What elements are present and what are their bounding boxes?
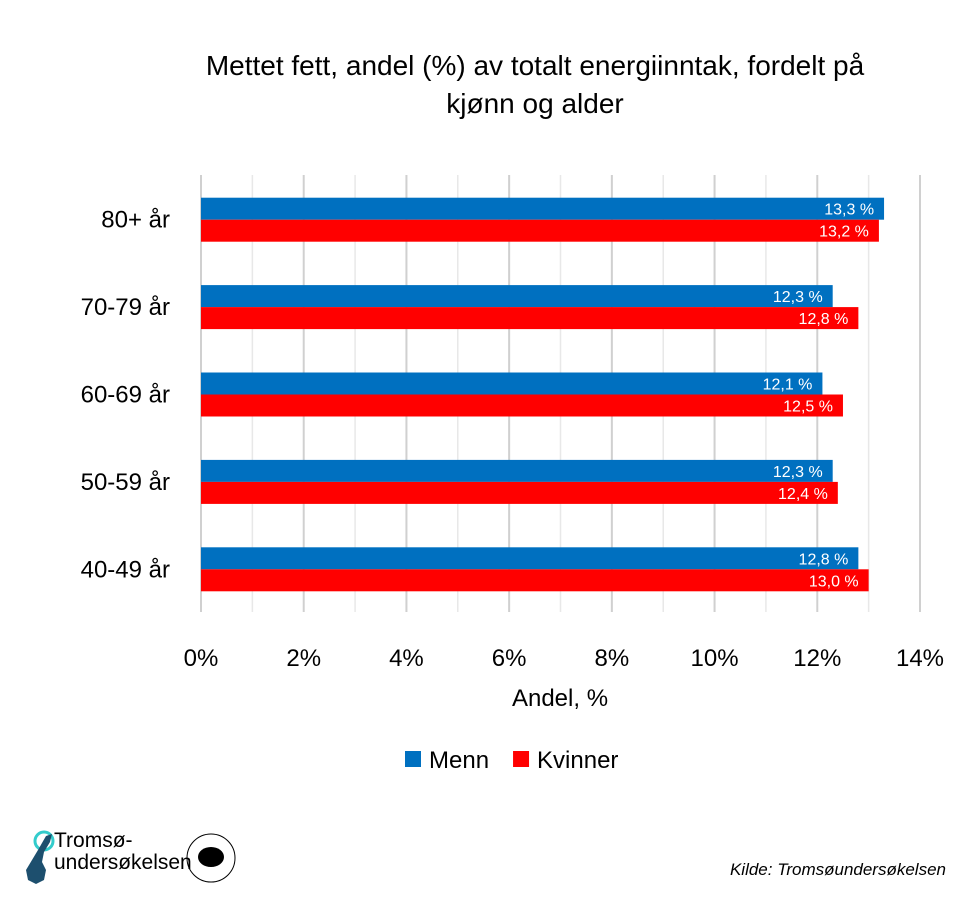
- data-label: 12,8 %: [799, 311, 849, 328]
- chart-title-line: Mettet fett, andel (%) av totalt energii…: [206, 50, 865, 81]
- bar-kvinner: [201, 481, 838, 504]
- x-tick-label: 12%: [793, 645, 841, 672]
- data-label: 12,3 %: [773, 464, 823, 481]
- data-label: 13,2 %: [819, 224, 869, 241]
- data-label: 13,0 %: [809, 573, 859, 590]
- uit-seal-icon: [186, 833, 236, 883]
- data-label: 12,8 %: [799, 551, 849, 568]
- chart-title-line: kjønn og alder: [446, 88, 623, 119]
- bar-menn: [201, 459, 833, 482]
- x-tick-label: 4%: [389, 645, 424, 672]
- category-label: 60-69 år: [81, 382, 170, 409]
- legend-swatch-menn: [405, 751, 421, 767]
- uit-seal-emblem: [198, 847, 224, 867]
- source-note: Kilde: Tromsøundersøkelsen: [729, 860, 946, 879]
- legend-label: Kvinner: [537, 747, 618, 774]
- legend-swatch-kvinner: [513, 751, 530, 767]
- bar-menn: [201, 197, 885, 220]
- x-tick-label: 0%: [184, 645, 219, 672]
- tromso-logo-text: Tromsø- undersøkelsen: [54, 830, 192, 874]
- bar-kvinner: [201, 569, 869, 592]
- x-tick-label: 8%: [595, 645, 630, 672]
- bar-menn: [201, 372, 823, 395]
- bar-kvinner: [201, 394, 843, 417]
- data-label: 12,1 %: [763, 377, 813, 394]
- x-tick-label: 14%: [896, 645, 944, 672]
- tromso-logo-map-icon: [26, 834, 52, 884]
- x-axis-title: Andel, %: [512, 685, 608, 712]
- bar-menn: [201, 547, 859, 570]
- bar-menn: [201, 285, 833, 308]
- data-label: 12,5 %: [783, 399, 833, 416]
- x-tick-label: 2%: [286, 645, 321, 672]
- logo-line-1: Tromsø-: [54, 829, 133, 852]
- category-label: 40-49 år: [81, 556, 170, 583]
- bar-kvinner: [201, 219, 879, 242]
- category-label: 70-79 år: [81, 294, 170, 321]
- x-tick-label: 10%: [691, 645, 739, 672]
- bar-kvinner: [201, 307, 859, 330]
- data-label: 12,3 %: [773, 289, 823, 306]
- data-label: 12,4 %: [778, 486, 828, 503]
- x-tick-label: 6%: [492, 645, 527, 672]
- legend-label: Menn: [429, 747, 489, 774]
- logo-line-2: undersøkelsen: [54, 851, 192, 874]
- data-label: 13,3 %: [824, 202, 874, 219]
- category-label: 80+ år: [101, 207, 170, 234]
- category-label: 50-59 år: [81, 469, 170, 496]
